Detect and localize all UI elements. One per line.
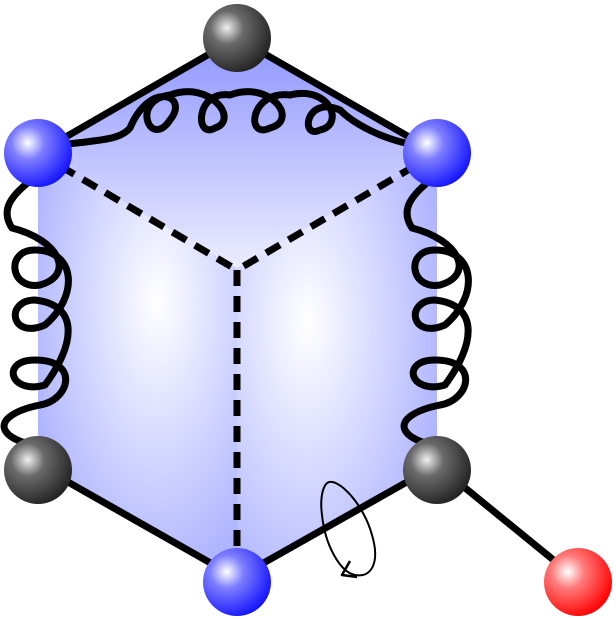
dashed-edge-upper-left-center xyxy=(36,149,239,274)
rotation-arrow-icon xyxy=(320,480,377,579)
cube-left-face xyxy=(38,153,237,578)
coil-edge-left xyxy=(0,171,72,449)
edge-lower-left-bottom xyxy=(34,461,241,582)
node-external xyxy=(544,548,612,616)
node-bottom xyxy=(203,548,271,616)
coil-edge-right xyxy=(400,171,472,449)
node-upper-right xyxy=(403,119,471,187)
edge-top-upper-left xyxy=(34,34,241,157)
node-lower-left xyxy=(4,436,72,504)
cube-right-face xyxy=(237,153,437,578)
node-top xyxy=(203,4,271,72)
coil-edge-top xyxy=(56,88,419,149)
node-lower-right xyxy=(403,436,471,504)
edge-top-upper-right xyxy=(233,34,441,157)
dashed-edge-upper-right-center xyxy=(235,149,439,274)
edge-bottom-lower-right xyxy=(233,461,441,582)
node-upper-left xyxy=(4,119,72,187)
